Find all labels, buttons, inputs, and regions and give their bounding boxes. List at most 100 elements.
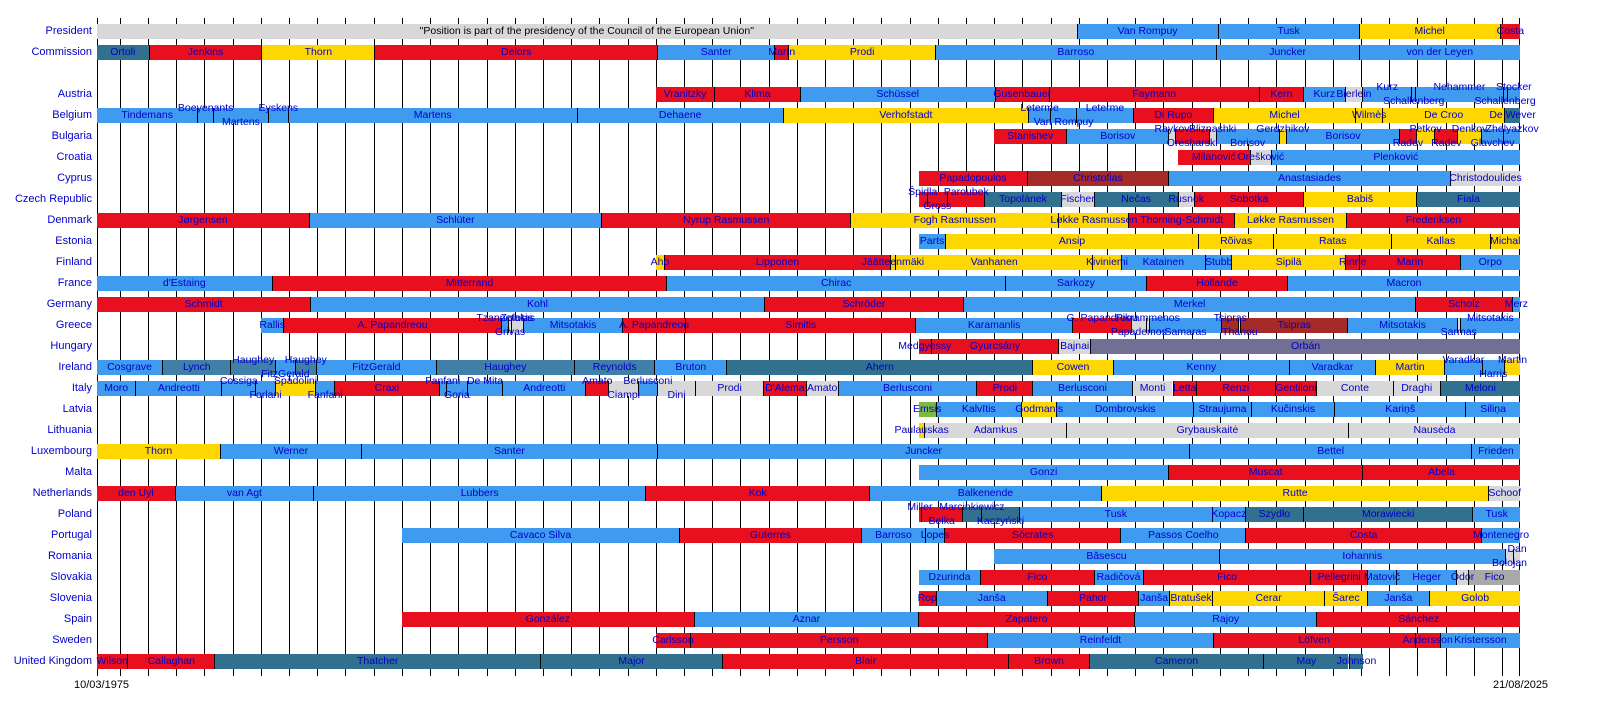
timeline-segment: Emsis <box>913 402 942 417</box>
timeline-segment: Montenegro <box>1473 528 1529 543</box>
timeline-segment: Berlusconi <box>837 381 977 396</box>
leader-name-label: Hollande <box>1196 277 1238 289</box>
leader-name-label: Cossiga <box>219 375 258 387</box>
leader-name-label: Stanishev <box>1007 130 1054 142</box>
leader-name-label: Dombrovskis <box>1094 403 1156 415</box>
timeline-segment: De Mita <box>466 375 503 396</box>
timeline-segment: Parts <box>918 234 946 249</box>
timeline-segment: Schüssel <box>799 87 995 102</box>
timeline-segment: D'Alema <box>762 381 806 396</box>
timeline-segment: Kurz <box>1303 87 1345 102</box>
timeline-segment: Berlusconi <box>1032 381 1132 396</box>
year-gridline <box>627 18 629 676</box>
year-gridline <box>232 18 234 676</box>
timeline-segment: Dan <box>1507 543 1527 564</box>
leader-name-label: Van Rompuy <box>1117 25 1178 37</box>
row-label-croatia: Croatia <box>56 151 92 163</box>
timeline-segment: Radičová <box>1093 570 1143 585</box>
leader-name-label: Topolánek <box>999 193 1047 205</box>
leader-name-label: Borisov <box>1230 137 1266 149</box>
timeline-row: Milanović Orešković Plenković <box>97 150 1520 165</box>
timeline-segment: Samaras <box>1148 318 1222 338</box>
timeline-segment: Rõivas <box>1197 234 1274 249</box>
timeline-row: Thorn Werner Santer Juncker Bettel Frieden <box>97 444 1520 459</box>
leader-name-label: Fiala <box>1457 193 1480 205</box>
timeline-segment: Fanfani <box>425 375 460 396</box>
timeline-segment: Ratas <box>1273 234 1392 249</box>
leader-name-label: Rusnok <box>1168 193 1205 205</box>
timeline-segment: Draghi <box>1392 381 1440 396</box>
leader-name-label: Lipponen <box>755 256 800 268</box>
leader-name-label: Johnson <box>1336 655 1377 667</box>
timeline-segment: Löfven <box>1212 633 1415 648</box>
leader-name-label: Lopes <box>920 529 950 541</box>
leader-name-label: Michel <box>1269 109 1300 121</box>
row-label-ireland: Ireland <box>58 361 92 373</box>
timeline-segment: Bliznashki <box>1189 123 1236 144</box>
timeline-row: Cavaco Silva Guterres Barroso Lopes Sócrates… <box>97 528 1529 543</box>
leader-name-label: Varadkar <box>1311 361 1354 373</box>
timeline-segment: Boeyenants <box>178 102 233 123</box>
leader-name-label: Grybauskaitė <box>1176 424 1239 436</box>
leader-name-label: G. Papandreou <box>1066 312 1138 324</box>
timeline-segment: Raykov <box>1154 123 1190 144</box>
leader-name-label: Zapatero <box>1005 613 1048 625</box>
timeline-segment: Amato <box>805 381 838 396</box>
leader-name-label: Reinfeldt <box>1079 634 1122 646</box>
row-label-netherlands: Netherlands <box>32 487 92 499</box>
timeline-segment: Martens <box>287 108 577 123</box>
timeline-segment: Nyrup Rasmussen <box>601 213 851 228</box>
leader-name-label: Ansip <box>1058 235 1086 247</box>
row-label-spain: Spain <box>63 613 92 625</box>
leader-name-label: Babiš <box>1346 193 1374 205</box>
leader-name-label: Haughey <box>484 361 527 373</box>
timeline-segment: Pahor <box>1046 591 1139 606</box>
leader-name-label: Thatcher <box>356 655 399 667</box>
leader-name-label: Kučinskis <box>1270 403 1316 415</box>
leader-name-label: Prodi <box>717 382 742 394</box>
leader-name-label: Chirac <box>821 277 852 289</box>
leader-name-label: Dzurinda <box>928 571 971 583</box>
year-gridline <box>542 18 544 676</box>
row-label-luxembourg: Luxembourg <box>30 445 92 457</box>
leader-name-label: Meloni <box>1464 382 1496 394</box>
timeline-row: Papadopoulos Christofias Anastasiades Chris… <box>97 171 1522 186</box>
timeline-segment: Grybauskaitė <box>1065 423 1348 438</box>
timeline-row: Schmidt Kohl Schröder Merkel Scholz Merz <box>97 297 1528 312</box>
leader-name-label: Macron <box>1386 277 1422 289</box>
timeline-segment: Stocker <box>1496 81 1532 102</box>
timeline-segment: Marin <box>1359 255 1460 270</box>
leader-name-label: Straujuma <box>1198 403 1247 415</box>
timeline-segment: Tindemans <box>97 108 198 123</box>
timeline-segment: Gross <box>923 192 951 212</box>
timeline-segment: Fico <box>1142 570 1311 585</box>
timeline-segment: Rutte <box>1100 486 1489 501</box>
timeline-segment: Jørgensen <box>97 213 309 228</box>
timeline-segment: Simitis <box>685 318 916 333</box>
leader-name-label: Amato <box>807 382 838 394</box>
timeline-segment: González <box>401 612 694 627</box>
year-gridline <box>317 18 319 676</box>
leader-name-label: Schoof <box>1488 487 1522 499</box>
leader-name-label: Pellegrini <box>1317 571 1361 583</box>
timeline-segment: Martin <box>1375 360 1445 375</box>
leader-name-label: Zolotas <box>500 312 535 324</box>
leader-name-label: Løkke Rasmussen <box>1050 214 1138 226</box>
leader-name-label: Katainen <box>1142 256 1185 268</box>
leader-name-label: Rop <box>917 592 937 604</box>
timeline-segment: Thorn <box>261 45 375 60</box>
leader-name-label: Sarkozy <box>1056 277 1095 289</box>
leader-name-label: Nehammer <box>1433 81 1486 93</box>
leader-name-label: Kurz <box>1313 88 1336 100</box>
timeline-segment: "Position is part of the presidency of t… <box>97 24 1077 39</box>
timeline-row: Jørgensen Schlüter Nyrup Rasmussen Fogh Ras… <box>97 213 1520 228</box>
leader-name-label: Kristersson <box>1454 634 1507 646</box>
leader-name-label: Kalvītis <box>961 403 996 415</box>
timeline-segment: Ortoli <box>97 45 149 60</box>
timeline-row: Rop Janša Pahor Janša Bratušek Cerar Šarec Janš… <box>97 591 1520 606</box>
leader-name-label: Frieden <box>1478 445 1514 457</box>
timeline-segment: Persson <box>690 633 988 648</box>
timeline-segment: Major <box>540 654 723 669</box>
leader-name-label: Guterres <box>750 529 791 541</box>
timeline-segment: Schoof <box>1488 486 1522 501</box>
